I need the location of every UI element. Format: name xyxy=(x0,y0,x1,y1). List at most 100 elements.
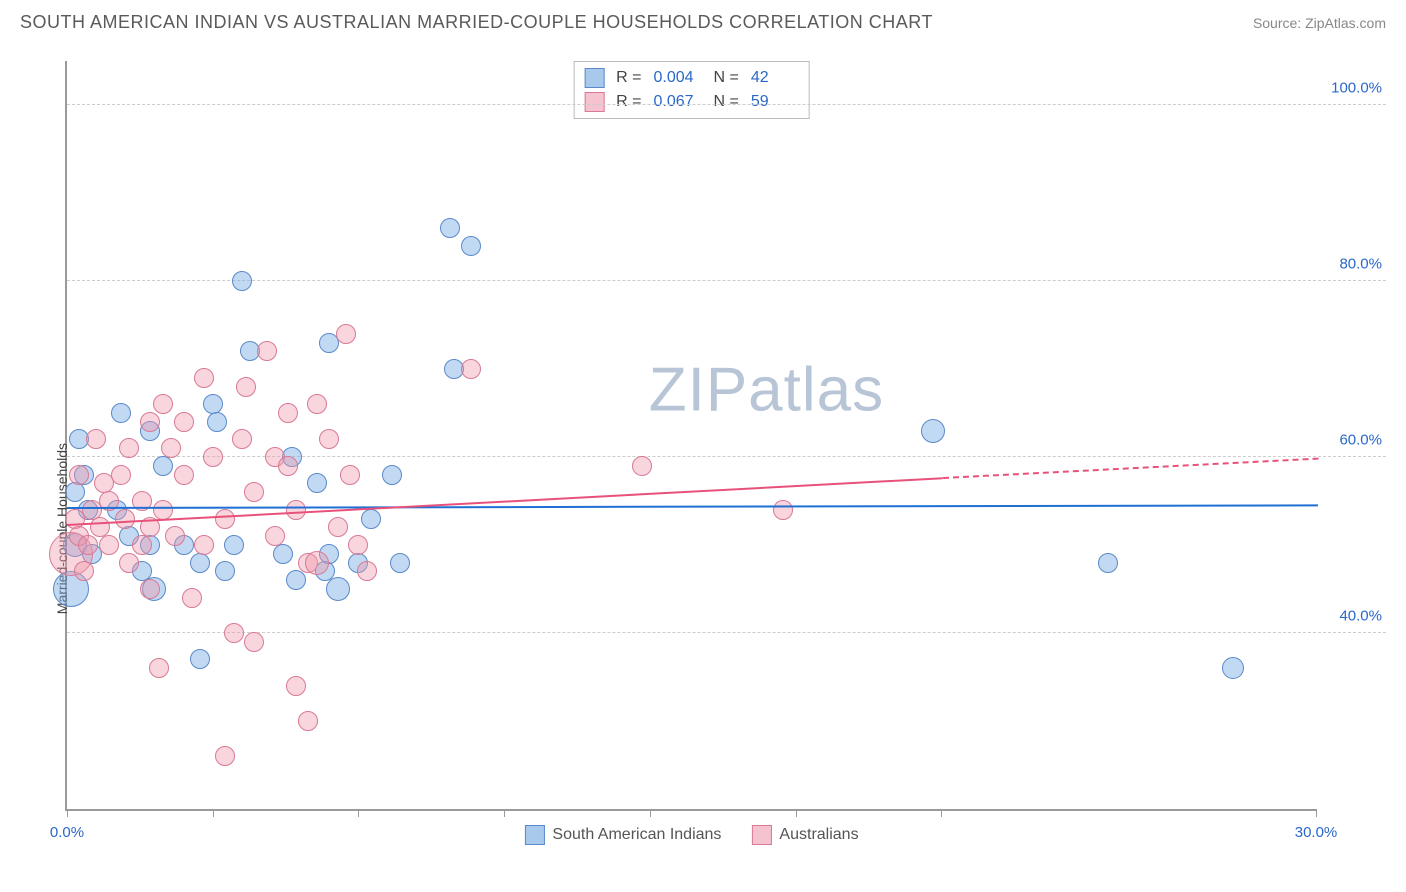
y-tick-label: 100.0% xyxy=(1320,80,1386,97)
legend-swatch xyxy=(524,825,544,845)
data-point xyxy=(244,632,264,652)
data-point xyxy=(461,359,481,379)
data-point xyxy=(390,553,410,573)
stat-value-r: 0.004 xyxy=(654,69,702,87)
chart-header: SOUTH AMERICAN INDIAN VS AUSTRALIAN MARR… xyxy=(0,0,1406,41)
data-point xyxy=(78,535,98,555)
data-point xyxy=(336,324,356,344)
data-point xyxy=(232,429,252,449)
legend-label: South American Indians xyxy=(552,826,721,844)
x-tick-label: 30.0% xyxy=(1295,824,1338,841)
data-point xyxy=(236,377,256,397)
stat-label-n: N = xyxy=(714,93,739,111)
trend-line xyxy=(67,504,1318,509)
data-point xyxy=(440,218,460,238)
data-point xyxy=(1098,553,1118,573)
x-tick xyxy=(1316,809,1317,817)
stat-value-n: 42 xyxy=(751,69,799,87)
legend-label: Australians xyxy=(779,826,858,844)
data-point xyxy=(348,535,368,555)
x-tick xyxy=(67,809,68,817)
x-tick xyxy=(358,809,359,817)
data-point xyxy=(257,341,277,361)
legend-swatch xyxy=(584,92,604,112)
data-point xyxy=(165,526,185,546)
stat-label-n: N = xyxy=(714,69,739,87)
trend-line xyxy=(943,458,1318,479)
data-point xyxy=(286,500,306,520)
data-point xyxy=(286,676,306,696)
data-point xyxy=(298,711,318,731)
data-point xyxy=(182,588,202,608)
y-tick-label: 60.0% xyxy=(1320,432,1386,449)
data-point xyxy=(357,561,377,581)
data-point xyxy=(111,403,131,423)
data-point xyxy=(340,465,360,485)
chart-container: Married-couple Households ZIPatlas R =0.… xyxy=(20,41,1386,861)
data-point xyxy=(278,456,298,476)
data-point xyxy=(921,419,945,443)
data-point xyxy=(328,517,348,537)
stats-legend-row: R =0.067N =59 xyxy=(584,90,799,114)
plot-area: Married-couple Households ZIPatlas R =0.… xyxy=(65,61,1316,811)
data-point xyxy=(161,438,181,458)
data-point xyxy=(326,577,350,601)
legend-item: South American Indians xyxy=(524,825,721,845)
data-point xyxy=(319,429,339,449)
data-point xyxy=(65,482,85,502)
data-point xyxy=(1222,657,1244,679)
chart-title: SOUTH AMERICAN INDIAN VS AUSTRALIAN MARR… xyxy=(20,12,933,33)
data-point xyxy=(224,623,244,643)
x-tick xyxy=(213,809,214,817)
data-point xyxy=(215,561,235,581)
data-point xyxy=(153,500,173,520)
data-point xyxy=(307,394,327,414)
data-point xyxy=(132,535,152,555)
data-point xyxy=(99,535,119,555)
data-point xyxy=(115,509,135,529)
stat-label-r: R = xyxy=(616,93,641,111)
data-point xyxy=(361,509,381,529)
series-legend: South American Indians Australians xyxy=(524,825,858,845)
data-point xyxy=(203,447,223,467)
data-point xyxy=(207,412,227,432)
data-point xyxy=(232,271,252,291)
data-point xyxy=(244,482,264,502)
data-point xyxy=(69,465,89,485)
data-point xyxy=(194,535,214,555)
data-point xyxy=(224,535,244,555)
data-point xyxy=(632,456,652,476)
legend-swatch xyxy=(751,825,771,845)
data-point xyxy=(74,561,94,581)
x-tick xyxy=(650,809,651,817)
data-point xyxy=(140,579,160,599)
stats-legend-row: R = 0.004 N = 42 xyxy=(584,66,799,90)
stat-label-r: R = xyxy=(616,69,641,87)
data-point xyxy=(203,394,223,414)
gridline xyxy=(67,280,1386,281)
data-point xyxy=(153,394,173,414)
y-tick-label: 40.0% xyxy=(1320,608,1386,625)
data-point xyxy=(190,553,210,573)
data-point xyxy=(278,403,298,423)
gridline xyxy=(67,632,1386,633)
data-point xyxy=(190,649,210,669)
data-point xyxy=(174,412,194,432)
data-point xyxy=(286,570,306,590)
data-point xyxy=(194,368,214,388)
data-point xyxy=(119,553,139,573)
x-tick xyxy=(504,809,505,817)
data-point xyxy=(273,544,293,564)
data-point xyxy=(305,551,329,575)
watermark: ZIPatlas xyxy=(649,355,884,426)
x-tick-label: 0.0% xyxy=(50,824,84,841)
data-point xyxy=(307,473,327,493)
data-point xyxy=(149,658,169,678)
data-point xyxy=(153,456,173,476)
data-point xyxy=(86,429,106,449)
data-point xyxy=(215,746,235,766)
x-tick xyxy=(796,809,797,817)
stat-value-n: 59 xyxy=(751,93,799,111)
x-tick xyxy=(941,809,942,817)
trend-line xyxy=(67,477,943,526)
